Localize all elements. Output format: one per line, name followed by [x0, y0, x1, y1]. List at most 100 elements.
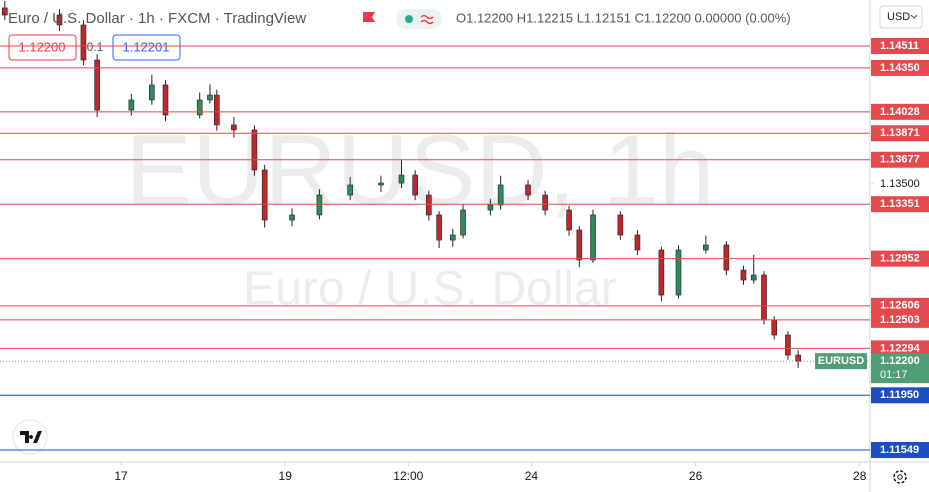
- level-label: 1.14511: [880, 40, 919, 52]
- sell-price: 1.12200: [19, 39, 66, 54]
- last-price-badge: [871, 353, 929, 384]
- candle-body: [231, 124, 237, 131]
- sell-button[interactable]: [8, 34, 77, 61]
- candle-body: [542, 194, 548, 211]
- candle-body: [576, 229, 583, 261]
- candle-body: [658, 249, 665, 296]
- candle-body: [590, 214, 596, 261]
- dropdown-arrow: [910, 14, 918, 19]
- level-label: 1.14350: [880, 62, 920, 74]
- level-badge: [871, 37, 929, 54]
- countdown: 01:17: [880, 369, 908, 381]
- x-tick-label: 24: [525, 469, 539, 483]
- candle-body: [162, 84, 169, 116]
- candle-body: [316, 194, 323, 216]
- x-tick-label: 26: [689, 469, 703, 483]
- currency-select[interactable]: [879, 5, 923, 29]
- watermark-symbol: EURUSD, 1h: [125, 114, 714, 226]
- level-label: 1.13351: [880, 198, 920, 210]
- candle-body: [261, 169, 268, 221]
- level-badge: [871, 297, 929, 314]
- x-tick-label: 12:00: [393, 469, 423, 483]
- status-dot: [405, 15, 413, 23]
- level-label: 1.12503: [880, 314, 920, 326]
- level-badge: [871, 151, 929, 168]
- candle-body: [80, 24, 87, 61]
- x-tick-label: 28: [853, 469, 867, 483]
- last-symbol: EURUSD: [818, 355, 865, 367]
- candle-body: [460, 209, 466, 236]
- candle-body: [525, 184, 531, 196]
- plot: [1, 1, 801, 368]
- logo-mark: [20, 431, 42, 443]
- candle-body: [771, 319, 778, 336]
- candle-body: [207, 94, 213, 101]
- level-badge: [871, 387, 929, 404]
- ohlc-legend: O1.12200 H1.12215 L1.12151 C1.12200 0.00…: [456, 10, 791, 25]
- level-badge: [871, 103, 929, 120]
- level-label: 1.12952: [880, 253, 920, 265]
- watermark-name: Euro / U.S. Dollar: [243, 263, 616, 316]
- candle-body: [94, 59, 100, 111]
- level-badge: [871, 340, 929, 357]
- candle-body: [617, 214, 624, 236]
- candle-body: [378, 182, 384, 186]
- candle-body: [761, 274, 767, 321]
- level-badge: [871, 250, 929, 267]
- candle-body: [426, 194, 432, 216]
- level-label: 1.13677: [880, 154, 920, 166]
- candle-body: [56, 14, 63, 26]
- candle-body: [785, 334, 791, 356]
- gear: [893, 470, 907, 484]
- level-badge: [871, 125, 929, 142]
- x-tick-label: 19: [279, 469, 293, 483]
- candle-body: [703, 244, 709, 251]
- level-label: 1.12606: [880, 300, 920, 312]
- candle-body: [740, 269, 747, 281]
- candle-body: [750, 274, 757, 281]
- buy-button[interactable]: [112, 34, 181, 61]
- level-badge: [871, 196, 929, 213]
- gear-hub: [897, 474, 903, 480]
- y-tick-label: 1.13500: [880, 178, 920, 190]
- last-symbol-badge: [815, 353, 867, 370]
- candle-body: [675, 249, 682, 296]
- candle-body: [412, 174, 418, 196]
- candle-body: [214, 94, 220, 126]
- candle-body: [149, 84, 155, 101]
- candle-body: [497, 184, 504, 206]
- flag-icon: [363, 12, 375, 22]
- candle-body: [347, 184, 353, 196]
- x-tick-label: 17: [114, 469, 128, 483]
- symbol-title: Euro / U.S. Dollar · 1h · FXCM · Trading…: [8, 10, 306, 27]
- level-badge: [871, 311, 929, 328]
- candle-body: [634, 234, 641, 251]
- last-price-label: 1.12200: [880, 355, 920, 367]
- spread: 0.1: [87, 40, 104, 54]
- status-pill[interactable]: [396, 9, 442, 29]
- level-badge: [871, 441, 929, 458]
- candle-body: [449, 234, 456, 241]
- candle-body: [289, 214, 295, 221]
- level-label: 1.13871: [880, 127, 920, 139]
- settings[interactable]: [893, 470, 907, 484]
- candle-body: [723, 244, 730, 271]
- level-badge: [871, 59, 929, 76]
- currency: USD: [887, 11, 910, 23]
- candle-body: [251, 129, 258, 171]
- candle-body: [436, 214, 442, 241]
- candle-body: [128, 99, 135, 111]
- candle-body: [566, 209, 572, 231]
- level-label: 1.11549: [880, 444, 919, 456]
- tv-logo[interactable]: [12, 419, 48, 455]
- candle-body: [1, 7, 8, 16]
- level-label: 1.14028: [880, 106, 920, 118]
- header: Euro / U.S. Dollar · 1h · FXCM · Trading…: [8, 5, 923, 61]
- status-wave: [420, 14, 434, 25]
- level-label: 1.11950: [880, 389, 919, 401]
- candle-body: [398, 174, 405, 184]
- candle-body: [487, 204, 494, 211]
